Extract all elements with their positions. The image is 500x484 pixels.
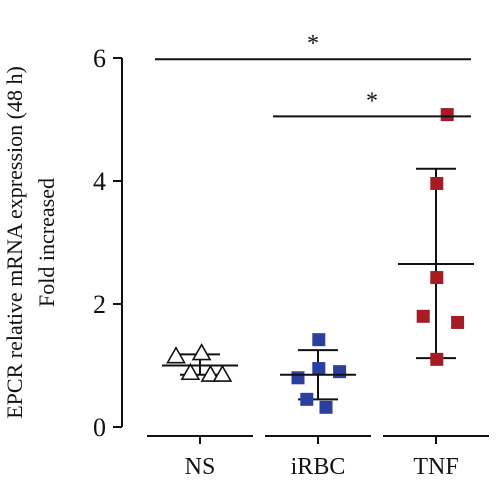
y-axis-label: EPCR relative mRNA expression (48 h) Fold…: [2, 66, 59, 419]
data-point: [200, 364, 221, 382]
y-tick-label: 4: [93, 167, 106, 196]
data-point: [312, 362, 326, 376]
data-point: [212, 364, 233, 382]
data-point: [430, 176, 444, 190]
data-point: [440, 108, 454, 122]
y-tick-label: 2: [93, 290, 106, 319]
data-point: [416, 309, 430, 323]
data-point: [451, 315, 465, 329]
data-point: [430, 352, 444, 366]
data-point: [300, 392, 314, 406]
data-point: [333, 365, 347, 379]
y-axis-label-line: EPCR relative mRNA expression (48 h): [2, 66, 27, 419]
plot-area: [162, 108, 474, 414]
data-point: [312, 333, 326, 347]
y-tick-label: 0: [93, 413, 106, 442]
data-point: [191, 343, 212, 361]
y-tick-label: 6: [93, 44, 106, 73]
x-tick-label: TNF: [413, 454, 458, 480]
significance-label: *: [307, 31, 319, 57]
x-tick-label: iRBC: [291, 454, 346, 480]
y-axis-label-line: Fold increased: [34, 178, 59, 307]
data-point: [166, 346, 186, 364]
data-point: [291, 371, 305, 385]
data-point: [430, 271, 444, 285]
data-point: [180, 362, 201, 381]
significance-label: *: [366, 88, 378, 114]
data-point: [319, 400, 333, 414]
significance-annotations: **: [155, 31, 471, 118]
axes: 0 2 4 6 NS iRBC TNF: [93, 44, 489, 480]
x-tick-label: NS: [185, 454, 216, 480]
